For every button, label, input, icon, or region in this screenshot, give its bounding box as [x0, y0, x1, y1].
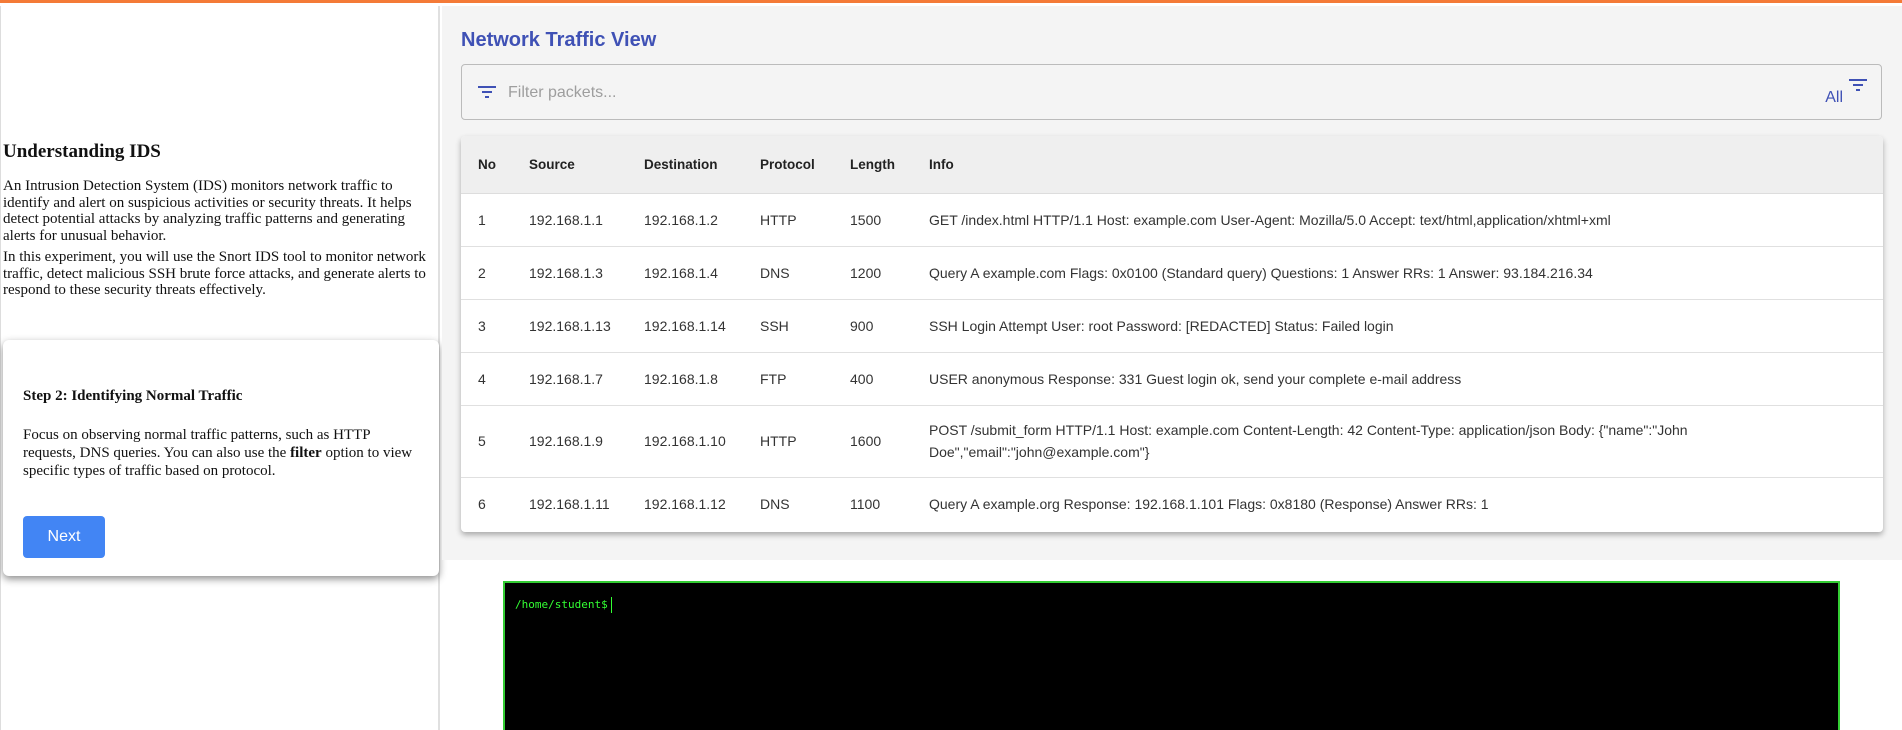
cell-no: 2: [461, 246, 529, 300]
table-header-row: No Source Destination Protocol Length In…: [461, 136, 1883, 194]
column-header-source[interactable]: Source: [529, 136, 644, 194]
instructions-sidebar: Understanding IDS An Intrusion Detection…: [0, 6, 440, 730]
cell-info: POST /submit_form HTTP/1.1 Host: example…: [929, 405, 1883, 478]
cell-source: 192.168.1.13: [529, 299, 644, 353]
column-header-length[interactable]: Length: [850, 136, 929, 194]
cell-source: 192.168.1.11: [529, 495, 610, 512]
table-row[interactable]: 6 192.168.1.11 192.168.1.12 DNS 1100 Query A …: [461, 477, 1883, 530]
cell-protocol: FTP: [760, 352, 850, 406]
cell-info: Query A example.org Response: 192.168.1.…: [929, 495, 1489, 512]
network-traffic-panel: Network Traffic View All No Source Desti…: [442, 6, 1902, 560]
terminal[interactable]: /home/student$: [503, 581, 1840, 730]
filter-keyword: filter: [290, 445, 322, 461]
cell-no: 1: [461, 193, 529, 247]
cell-length: 1600: [850, 405, 929, 478]
filter-list-icon: [1849, 79, 1867, 91]
cell-length: 1100: [850, 495, 881, 512]
cell-protocol: SSH: [760, 299, 850, 353]
protocol-select[interactable]: All: [1825, 77, 1867, 107]
cell-length: 400: [850, 352, 929, 406]
table-row[interactable]: 2 192.168.1.3 192.168.1.4 DNS 1200 Query A ex…: [461, 246, 1883, 300]
sidebar-paragraph: An Intrusion Detection System (IDS) moni…: [3, 178, 412, 244]
filter-packets-input[interactable]: [508, 79, 1608, 107]
cell-no: 3: [461, 299, 529, 353]
cell-source: 192.168.1.7: [529, 352, 644, 406]
table-row[interactable]: 3 192.168.1.13 192.168.1.14 SSH 900 SSH Login…: [461, 299, 1883, 353]
cell-destination: 192.168.1.2: [644, 193, 760, 247]
filter-bar: All: [461, 64, 1882, 120]
step-text: Focus on observing normal traffic patter…: [23, 427, 413, 479]
cell-protocol: DNS: [760, 246, 850, 300]
cell-destination: 192.168.1.12: [644, 495, 726, 512]
table-row[interactable]: 5 192.168.1.9 192.168.1.10 HTTP 1600 POST /su…: [461, 405, 1883, 478]
cell-no: 6: [478, 495, 486, 512]
next-button[interactable]: Next: [23, 516, 105, 558]
protocol-select-value: All: [1825, 89, 1843, 106]
cell-info: USER anonymous Response: 331 Guest login…: [929, 352, 1883, 406]
column-header-no[interactable]: No: [461, 136, 529, 194]
cell-length: 900: [850, 299, 929, 353]
cell-source: 192.168.1.1: [529, 193, 644, 247]
step-title: Step 2: Identifying Normal Traffic: [23, 388, 243, 404]
packet-table: No Source Destination Protocol Length In…: [461, 136, 1883, 530]
page-title: Network Traffic View: [461, 29, 657, 51]
cell-no: 5: [461, 405, 529, 478]
cell-source: 192.168.1.9: [529, 405, 644, 478]
column-header-destination[interactable]: Destination: [644, 136, 760, 194]
packet-table-card: No Source Destination Protocol Length In…: [461, 136, 1883, 532]
sidebar-heading: Understanding IDS: [3, 141, 161, 162]
cell-length: 1500: [850, 193, 929, 247]
table-row[interactable]: 4 192.168.1.7 192.168.1.8 FTP 400 USER anonym…: [461, 352, 1883, 406]
cell-info: Query A example.com Flags: 0x0100 (Stand…: [929, 246, 1883, 300]
sidebar-paragraph: In this experiment, you will use the Sno…: [3, 249, 426, 298]
cell-no: 4: [461, 352, 529, 406]
cell-protocol: DNS: [760, 495, 790, 512]
cell-protocol: HTTP: [760, 405, 850, 478]
terminal-prompt: /home/student$: [515, 597, 612, 613]
column-header-protocol[interactable]: Protocol: [760, 136, 850, 194]
cell-info: SSH Login Attempt User: root Password: […: [929, 299, 1883, 353]
table-row[interactable]: 1 192.168.1.1 192.168.1.2 HTTP 1500 GET /inde…: [461, 193, 1883, 247]
cell-info: GET /index.html HTTP/1.1 Host: example.c…: [929, 193, 1883, 247]
column-header-info[interactable]: Info: [929, 136, 1883, 194]
cell-source: 192.168.1.3: [529, 246, 644, 300]
cell-length: 1200: [850, 246, 929, 300]
cell-destination: 192.168.1.10: [644, 405, 760, 478]
cell-protocol: HTTP: [760, 193, 850, 247]
step-card: Step 2: Identifying Normal Traffic Focus…: [3, 340, 439, 576]
cell-destination: 192.168.1.14: [644, 299, 760, 353]
filter-list-icon: [478, 86, 496, 98]
terminal-cursor: [610, 597, 612, 613]
cell-destination: 192.168.1.8: [644, 352, 760, 406]
cell-destination: 192.168.1.4: [644, 246, 760, 300]
